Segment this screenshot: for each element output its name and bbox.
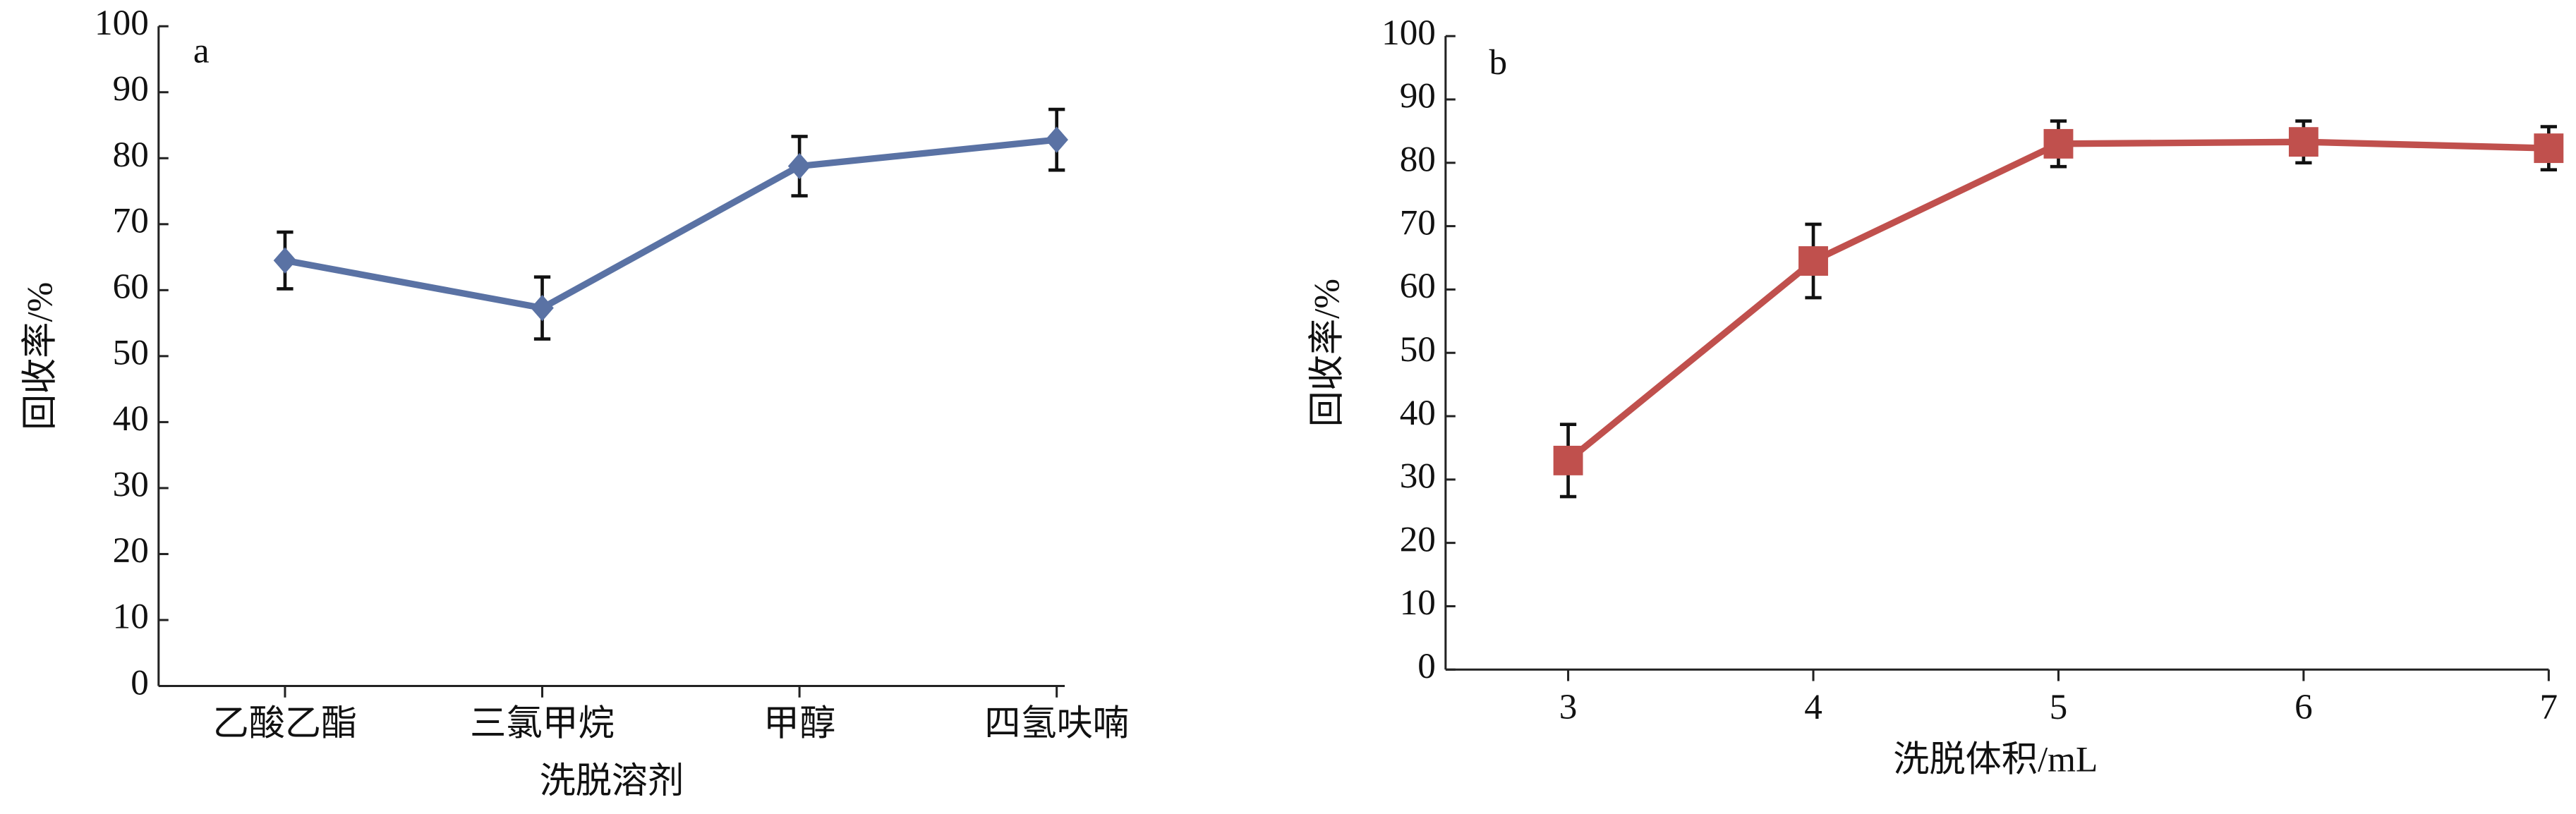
x-tick-label: 乙酸乙酯 xyxy=(213,703,358,743)
y-tick-label: 20 xyxy=(1400,519,1436,559)
y-tick-label: 70 xyxy=(113,201,149,241)
x-axis-title: 洗脱体积/mL xyxy=(1893,740,2098,780)
x-tick-label: 6 xyxy=(2294,687,2313,727)
y-tick-label: 50 xyxy=(1400,329,1436,370)
marker xyxy=(1045,126,1068,153)
x-tick-label: 5 xyxy=(2050,687,2068,727)
y-tick-label: 0 xyxy=(1417,646,1436,686)
y-tick-label: 60 xyxy=(113,267,149,307)
x-tick-label: 4 xyxy=(1804,687,1822,727)
line xyxy=(1566,138,2549,463)
y-tick-label: 50 xyxy=(113,333,149,373)
x-axis-title: 洗脱溶剂 xyxy=(540,761,684,801)
y-tick-label: 20 xyxy=(113,530,149,571)
panel-label: b xyxy=(1489,42,1508,83)
y-tick-label: 30 xyxy=(1400,456,1436,497)
y-tick-label: 100 xyxy=(1381,13,1436,53)
y-tick-label: 80 xyxy=(1400,140,1436,180)
y-tick-label: 10 xyxy=(113,597,149,637)
marker xyxy=(273,247,297,274)
marker xyxy=(2534,133,2564,164)
y-tick-label: 70 xyxy=(1400,202,1436,243)
y-tick-label: 40 xyxy=(113,399,149,439)
y-tick-label: 90 xyxy=(1400,76,1436,116)
marker xyxy=(2043,128,2074,159)
y-tick-label: 10 xyxy=(1400,583,1436,623)
x-tick-label: 四氢呋喃 xyxy=(984,703,1129,743)
y-axis-title: 回收率/% xyxy=(1307,279,1348,427)
y-tick-label: 80 xyxy=(113,135,149,175)
marker xyxy=(1553,445,1583,475)
y-tick-label: 60 xyxy=(1400,266,1436,306)
y-tick-label: 30 xyxy=(113,465,149,505)
x-tick-label: 甲醇 xyxy=(763,703,835,743)
marker xyxy=(1798,246,1828,276)
marker xyxy=(787,152,811,180)
line xyxy=(284,136,1058,312)
marker xyxy=(531,294,554,322)
y-tick-label: 100 xyxy=(95,3,149,43)
marker xyxy=(2288,127,2318,157)
x-tick-label: 三氯甲烷 xyxy=(470,703,615,743)
y-axis-title: 回收率/% xyxy=(20,282,61,430)
x-tick-label: 7 xyxy=(2540,687,2558,727)
y-tick-label: 0 xyxy=(131,662,149,703)
y-tick-label: 90 xyxy=(113,69,149,109)
y-tick-label: 40 xyxy=(1400,393,1436,433)
x-tick-label: 3 xyxy=(1559,687,1578,727)
panel-label: a xyxy=(193,31,210,71)
